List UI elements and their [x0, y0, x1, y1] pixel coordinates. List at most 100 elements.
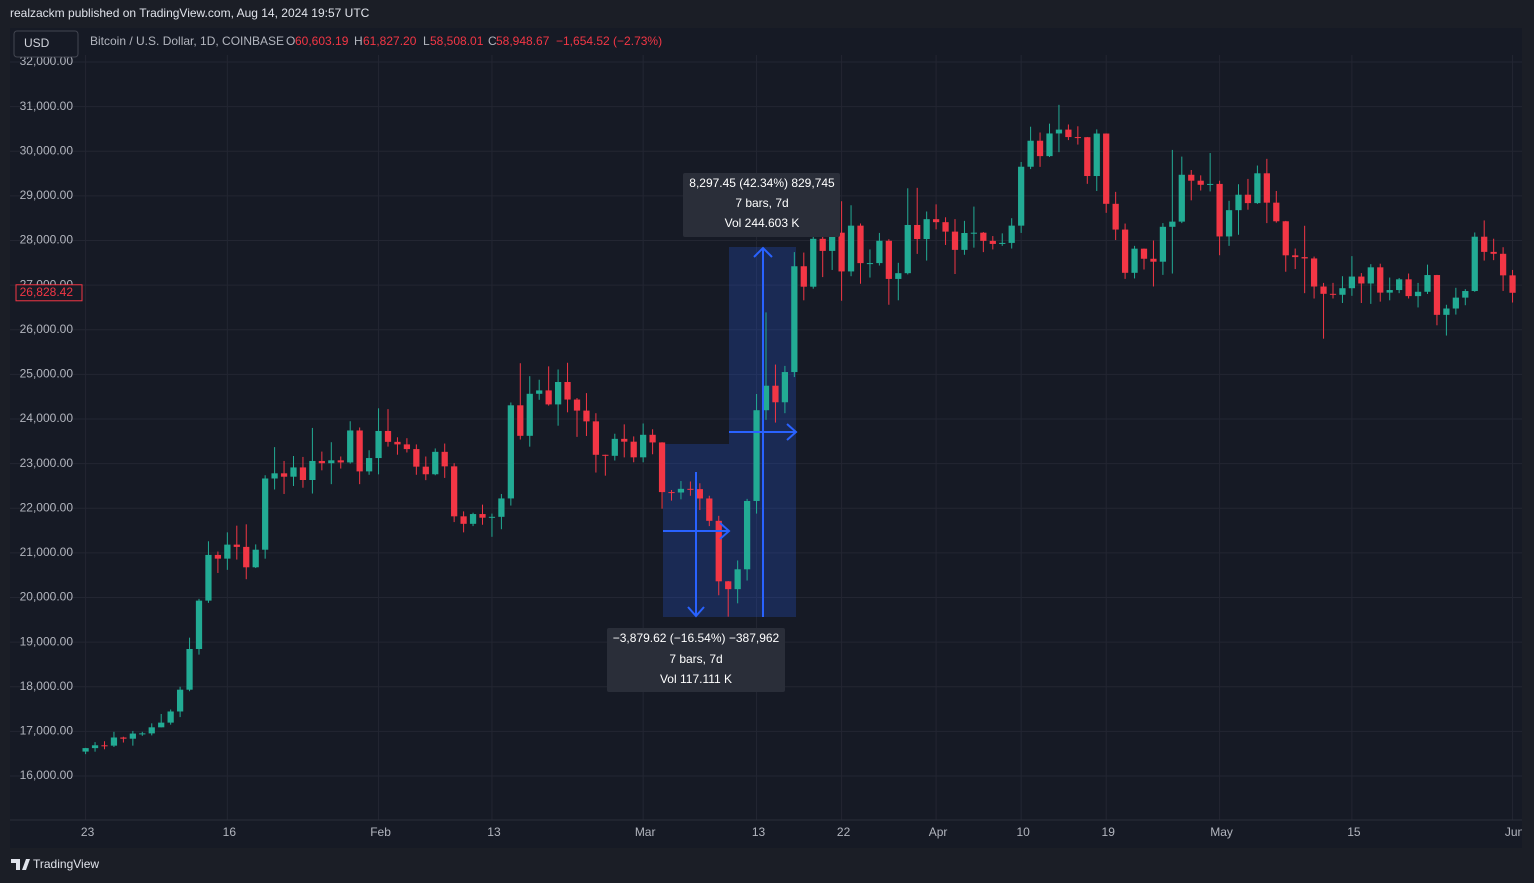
candle-body [800, 266, 807, 287]
legend-key: C [488, 34, 497, 48]
candle-body [961, 233, 968, 250]
measure-text: 8,297.45 (42.34%) 829,745 [689, 176, 835, 190]
candle-body [592, 421, 600, 455]
candle-body [743, 500, 751, 570]
candle-body [413, 449, 420, 467]
publisher: realzackm published on TradingView.com, … [10, 6, 370, 20]
candle-body [337, 460, 344, 463]
measure-label: −3,879.62 (−16.54%) −387,962 7 bars, 7d … [607, 628, 785, 692]
candle-body [1121, 229, 1129, 273]
candle-body [1216, 183, 1223, 237]
candle-body [271, 473, 278, 479]
last-price-label: 26,828.42 [20, 285, 74, 299]
label-box [607, 628, 785, 692]
candle-body [403, 444, 411, 450]
candle-body [1008, 225, 1015, 243]
candle-body [668, 492, 675, 494]
candle-body [110, 737, 118, 746]
y-tick-label: 30,000.00 [20, 143, 74, 157]
candle-body [810, 238, 817, 287]
candle-body [1443, 308, 1450, 315]
candle-body [677, 488, 685, 493]
top-bar [0, 0, 1534, 28]
candle-body [460, 516, 467, 524]
y-tick-label: 20,000.00 [20, 590, 74, 604]
candle-body [205, 554, 212, 601]
candle-body [1140, 248, 1148, 259]
candle-body [1329, 293, 1337, 295]
candle-body [838, 232, 845, 272]
candle-body [479, 514, 486, 518]
candle-body [167, 711, 174, 723]
currency-box[interactable] [13, 30, 79, 58]
candle-body [819, 238, 826, 251]
candle-body [923, 219, 930, 240]
arrow-head [753, 246, 773, 258]
candle-body [904, 224, 911, 274]
legend-key: O [286, 34, 295, 48]
candle-body [1093, 133, 1100, 177]
candle-body [1490, 251, 1497, 254]
candle-body [1339, 288, 1346, 295]
candle-body [1159, 226, 1167, 262]
y-tick-label: 25,000.00 [20, 367, 74, 381]
candle-body [1481, 236, 1488, 252]
x-tick-label: 19 [1102, 825, 1116, 839]
legend-value: 58,948.67 [496, 34, 550, 48]
candle-body [866, 263, 874, 265]
candle-body [1055, 129, 1063, 134]
measure-text: 7 bars, 7d [669, 652, 722, 666]
candle-body [885, 240, 892, 279]
candle-body [498, 498, 505, 517]
candle-body [299, 467, 307, 481]
candle-body [1169, 221, 1176, 227]
candle-body [914, 224, 921, 240]
candle-body [507, 405, 514, 499]
candle-body [999, 242, 1006, 244]
legend-bar [10, 28, 1522, 55]
candle-body [280, 473, 288, 477]
symbol: Bitcoin / U.S. Dollar, 1D, COINBASE [90, 34, 284, 48]
candle-body [772, 385, 779, 403]
candle-body [1462, 291, 1469, 298]
candle-body [422, 466, 429, 475]
candle-body [290, 467, 297, 477]
candle-body [970, 232, 978, 234]
candle-body [1273, 202, 1280, 222]
y-tick-label: 32,000.00 [20, 54, 74, 68]
candle-body [876, 240, 883, 264]
candle-body [602, 454, 609, 456]
candle-body [375, 430, 382, 459]
candle-body [725, 581, 732, 590]
candle-body [139, 733, 146, 735]
legend-key: L [423, 34, 430, 48]
candle-body [696, 489, 703, 499]
x-tick-label: Apr [929, 825, 948, 839]
candle-body [1207, 183, 1214, 185]
y-tick-label: 31,000.00 [20, 99, 74, 113]
candle-body [706, 498, 713, 521]
measure-label: 8,297.45 (42.34%) 829,745 7 bars, 7d Vol… [683, 173, 840, 237]
candle-body [365, 458, 373, 472]
candle-body [1065, 129, 1072, 138]
candle-body [1027, 140, 1034, 167]
candle-body [233, 544, 240, 547]
candle-body [1377, 267, 1384, 293]
candle-body [82, 748, 89, 752]
y-axis: 16,000.00 17,000.00 18,000.00 19,000.00 20,0… [15, 54, 83, 782]
y-tick-label: 26,000.00 [20, 322, 74, 336]
candle-body [1320, 286, 1327, 294]
candle-body [989, 240, 996, 244]
candle-body [309, 460, 316, 481]
candle-body [432, 451, 439, 475]
y-tick-label: 17,000.00 [20, 724, 74, 738]
x-tick-label: 23 [81, 825, 95, 839]
candle-body [1150, 258, 1157, 262]
candle-body [328, 460, 335, 464]
legend-change: −1,654.52 (−2.73%) [556, 34, 662, 48]
currency[interactable]: USD [24, 36, 50, 50]
candle-body [384, 430, 392, 442]
measure-text: −3,879.62 (−16.54%) −387,962 [613, 631, 780, 645]
last-price-box [15, 284, 83, 302]
candle-body [583, 410, 590, 422]
